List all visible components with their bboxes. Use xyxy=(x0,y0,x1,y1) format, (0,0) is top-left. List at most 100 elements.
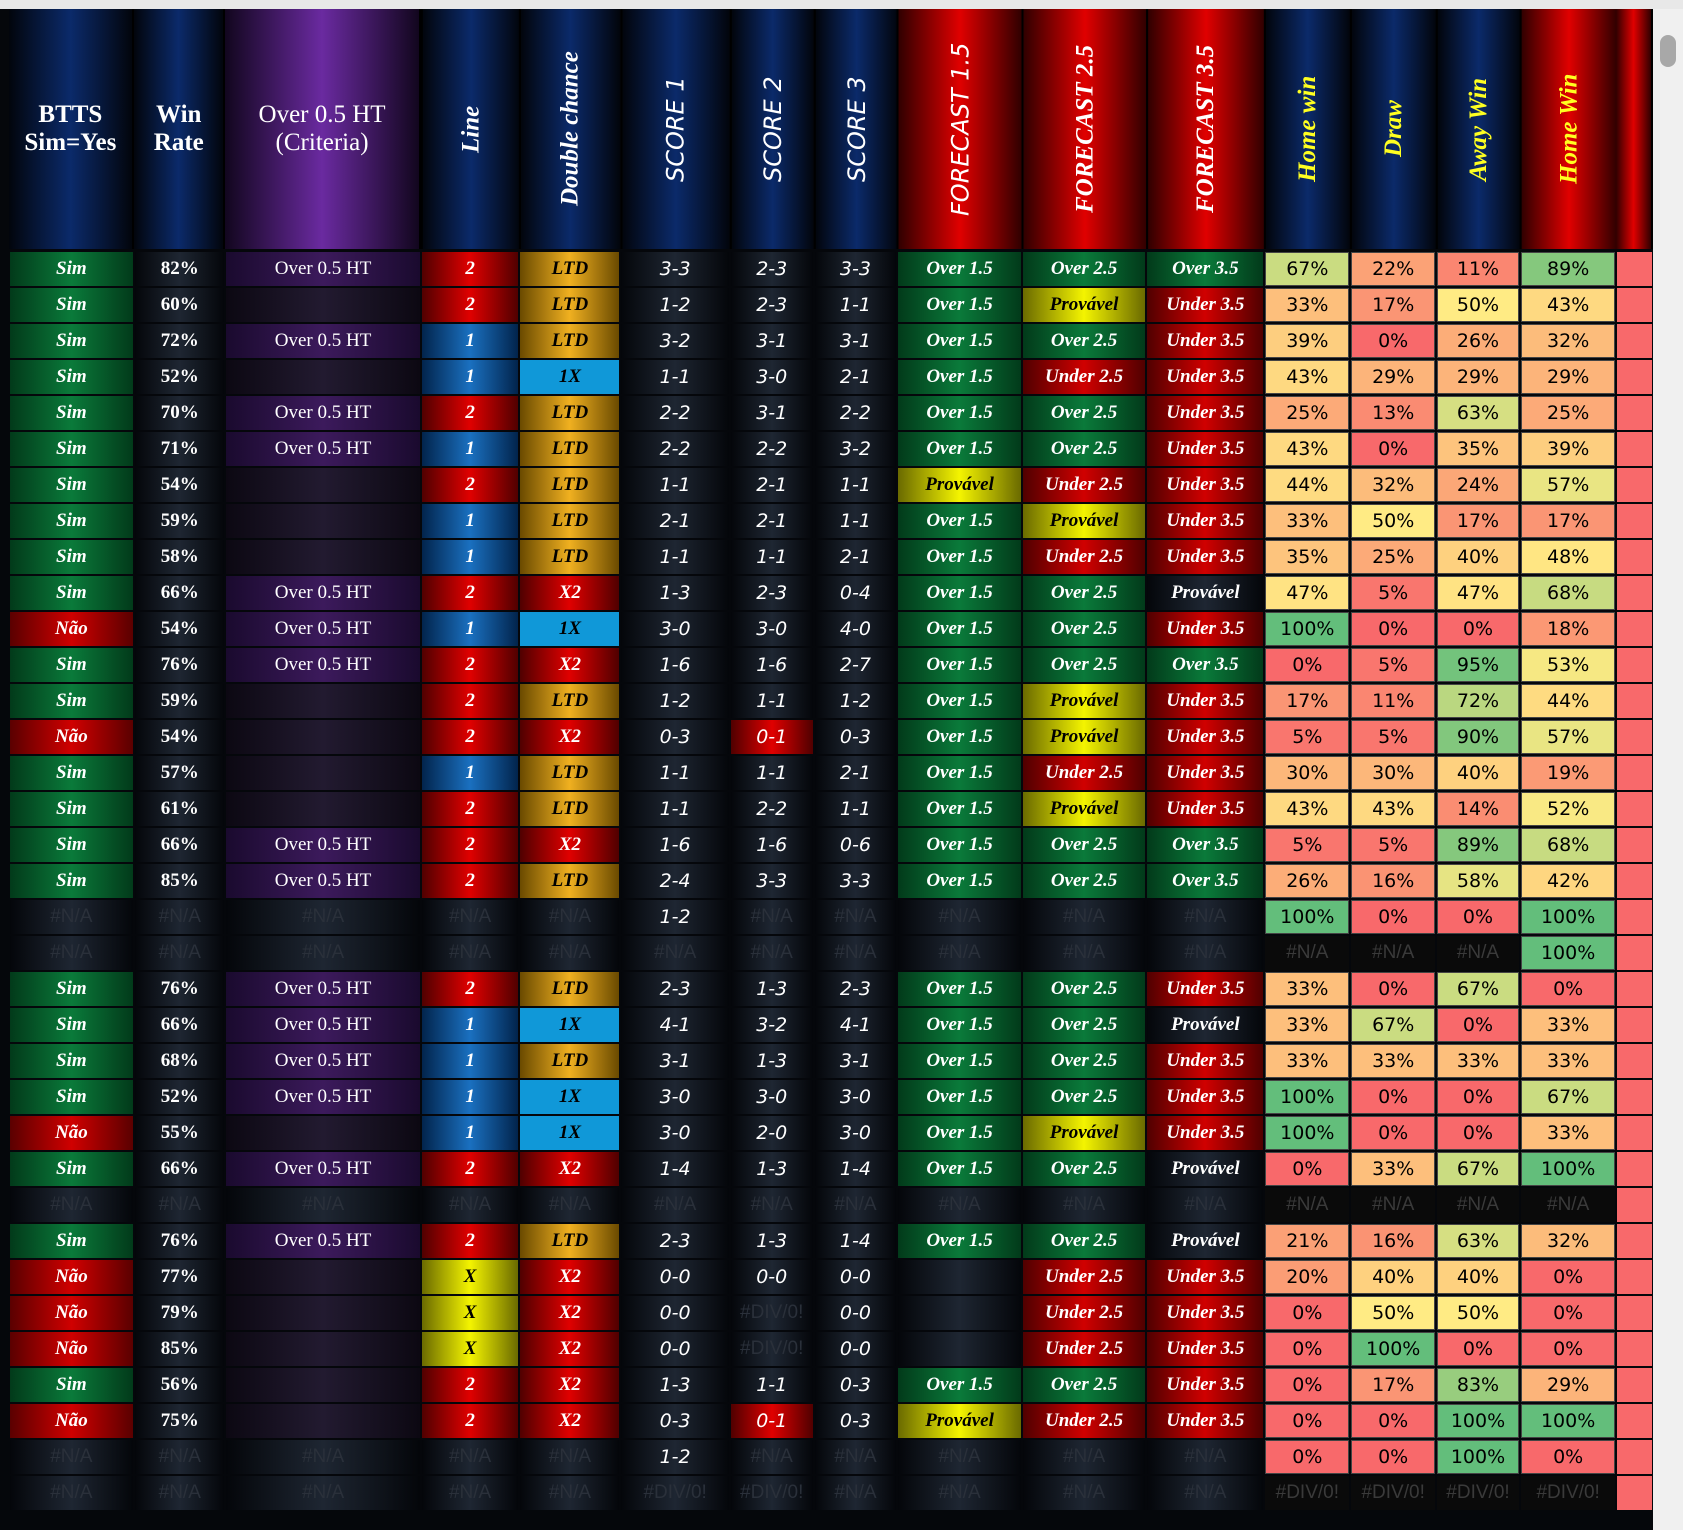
cell: #N/A xyxy=(520,1440,620,1474)
cell: Under 2.5 xyxy=(1022,756,1146,790)
cell: LTD xyxy=(520,396,620,430)
cell: 40% xyxy=(1437,540,1519,574)
cell: 0-1 xyxy=(730,720,813,754)
cell: 2-2 xyxy=(730,432,813,466)
cell: #DIV/0! xyxy=(1351,1476,1436,1510)
cell: #N/A xyxy=(814,1188,897,1222)
cell-partial xyxy=(1617,1080,1652,1114)
cell: Under 3.5 xyxy=(1147,1080,1264,1114)
cell: 0-0 xyxy=(621,1296,729,1330)
cell: Under 2.5 xyxy=(1022,1260,1146,1294)
cell: 33% xyxy=(1265,972,1350,1006)
scrollbar-thumb[interactable] xyxy=(1660,35,1676,67)
cell: 1-2 xyxy=(621,900,729,934)
cell-partial xyxy=(1617,684,1652,718)
cell: #DIV/0! xyxy=(1437,1476,1519,1510)
cell-partial xyxy=(1617,1440,1652,1474)
cell: LTD xyxy=(520,324,620,358)
cell: 0% xyxy=(1351,972,1436,1006)
cell: 1-1 xyxy=(621,756,729,790)
cell: 1-6 xyxy=(730,828,813,862)
cell: #N/A xyxy=(421,1188,519,1222)
cell: 3-2 xyxy=(814,432,897,466)
cell: 29% xyxy=(1437,360,1519,394)
cell: 1X xyxy=(520,1080,620,1114)
cell: Under 2.5 xyxy=(1022,468,1146,502)
cell: 4-0 xyxy=(814,612,897,646)
scrollbar[interactable] xyxy=(1653,9,1683,1530)
cell: Não xyxy=(9,1260,134,1294)
cell: Over 2.5 xyxy=(1022,1368,1146,1402)
cell xyxy=(226,1332,420,1366)
cell: LTD xyxy=(520,1224,620,1258)
cell: Sim xyxy=(9,576,134,610)
cell-partial xyxy=(1617,864,1652,898)
cell xyxy=(226,1260,420,1294)
cell: 0% xyxy=(1265,1440,1350,1474)
cell: 89% xyxy=(1520,252,1616,286)
cell: Over 1.5 xyxy=(898,252,1021,286)
column-header: SCORE 2 xyxy=(729,9,814,249)
cell: Under 3.5 xyxy=(1147,684,1264,718)
cell-partial xyxy=(1617,1044,1652,1078)
cell: 1 xyxy=(421,540,519,574)
cell: #DIV/0! xyxy=(1520,1476,1616,1510)
cell: Sim xyxy=(9,540,134,574)
cell: 2-2 xyxy=(621,432,729,466)
cell: 72% xyxy=(135,324,225,358)
cell: 1-6 xyxy=(621,648,729,682)
cell-partial xyxy=(1617,1332,1652,1366)
cell xyxy=(898,1332,1021,1366)
cell: 5% xyxy=(1351,828,1436,862)
cell-partial xyxy=(1617,504,1652,538)
cell: 77% xyxy=(135,1260,225,1294)
cell: #N/A xyxy=(1437,936,1519,970)
cell: Over 2.5 xyxy=(1022,1080,1146,1114)
cell-partial xyxy=(1617,540,1652,574)
cell: #N/A xyxy=(1147,936,1264,970)
cell: #N/A xyxy=(520,936,620,970)
cell: 0% xyxy=(1351,1080,1436,1114)
cell-partial xyxy=(1617,1008,1652,1042)
cell: Sim xyxy=(9,1152,134,1186)
cell: 2-1 xyxy=(814,540,897,574)
cell: Over 0.5 HT xyxy=(226,648,420,682)
cell-partial xyxy=(1617,1260,1652,1294)
cell: Não xyxy=(9,1332,134,1366)
cell: 48% xyxy=(1520,540,1616,574)
cell: 50% xyxy=(1351,1296,1436,1330)
cell: 0% xyxy=(1351,1404,1436,1438)
cell: 33% xyxy=(1265,1008,1350,1042)
cell: Over 1.5 xyxy=(898,792,1021,826)
cell: 25% xyxy=(1520,396,1616,430)
cell: 43% xyxy=(1520,288,1616,322)
cell: #N/A xyxy=(1265,936,1350,970)
cell: 4-1 xyxy=(814,1008,897,1042)
cell: 1 xyxy=(421,612,519,646)
cell: Over 0.5 HT xyxy=(226,576,420,610)
cell: 3-0 xyxy=(730,360,813,394)
cell: 40% xyxy=(1437,1260,1519,1294)
cell: #N/A xyxy=(9,1440,134,1474)
cell: 1-4 xyxy=(814,1152,897,1186)
cell: 43% xyxy=(1351,792,1436,826)
cell: 42% xyxy=(1520,864,1616,898)
cell: 1 xyxy=(421,756,519,790)
cell: 13% xyxy=(1351,396,1436,430)
cell: Sim xyxy=(9,684,134,718)
cell: 3-1 xyxy=(621,1044,729,1078)
cell: #N/A xyxy=(226,936,420,970)
cell: #N/A xyxy=(226,900,420,934)
cell: 66% xyxy=(135,1152,225,1186)
cell: 2 xyxy=(421,792,519,826)
cell-partial xyxy=(1617,936,1652,970)
cell-partial xyxy=(1617,720,1652,754)
cell: 47% xyxy=(1437,576,1519,610)
cell xyxy=(226,1404,420,1438)
cell: 5% xyxy=(1351,576,1436,610)
cell: 43% xyxy=(1265,360,1350,394)
cell: #N/A xyxy=(1147,900,1264,934)
cell: Over 2.5 xyxy=(1022,1008,1146,1042)
cell: 67% xyxy=(1437,972,1519,1006)
cell: 76% xyxy=(135,1224,225,1258)
